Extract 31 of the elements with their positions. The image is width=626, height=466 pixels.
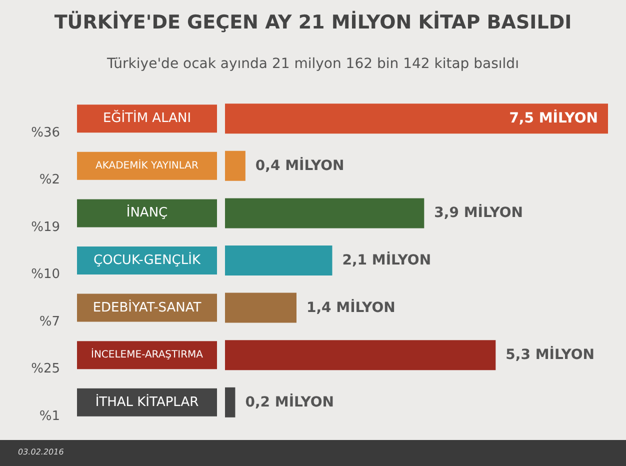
chart-subtitle: Türkiye'de ocak ayında 21 milyon 162 bin 142 kitap basıldı [106,56,519,72]
bar [225,150,246,181]
y-tick-label: İTHAL KİTAPLAR [95,394,199,410]
data-label: 0,2 MİLYON [245,393,334,410]
y-tick-label: EĞİTİM ALANI [102,109,192,126]
text: %19 [31,220,60,235]
y-tick-label: EDEBİYAT-SANAT [92,299,202,316]
y-tick-label: İNANÇ [126,204,168,221]
text: 03.02.2016 [18,448,64,456]
y-tick-label: ÇOCUK-GENÇLİK [94,252,201,268]
text: %10 [31,267,60,282]
text: %25 [31,362,60,377]
bar [225,104,608,134]
bar [225,246,332,276]
text: %1 [39,409,60,424]
text: %2 [39,172,60,188]
y-tick-label: İNCELEME-ARAŞTIRMA [90,348,204,361]
bar [225,387,236,418]
data-label: 2,1 MİLYON [342,252,432,268]
data-label: 1,4 MİLYON [306,298,396,316]
text: %36 [31,125,60,140]
data-label: 0,4 MİLYON [255,156,344,174]
bar [225,292,296,323]
data-label: 7,5 MİLYON [509,110,598,127]
bar [225,340,496,370]
bar [225,198,424,228]
y-tick-label: AKADEMİK YAYINLAR [96,158,199,172]
chart-title: TÜRKİYE'DE GEÇEN AY 21 MİLYON KİTAP BASILDI [54,10,572,34]
text: %7 [39,314,60,330]
data-label: 3,9 MİLYON [434,204,523,222]
data-label: 5,3 MİLYON [506,346,594,364]
